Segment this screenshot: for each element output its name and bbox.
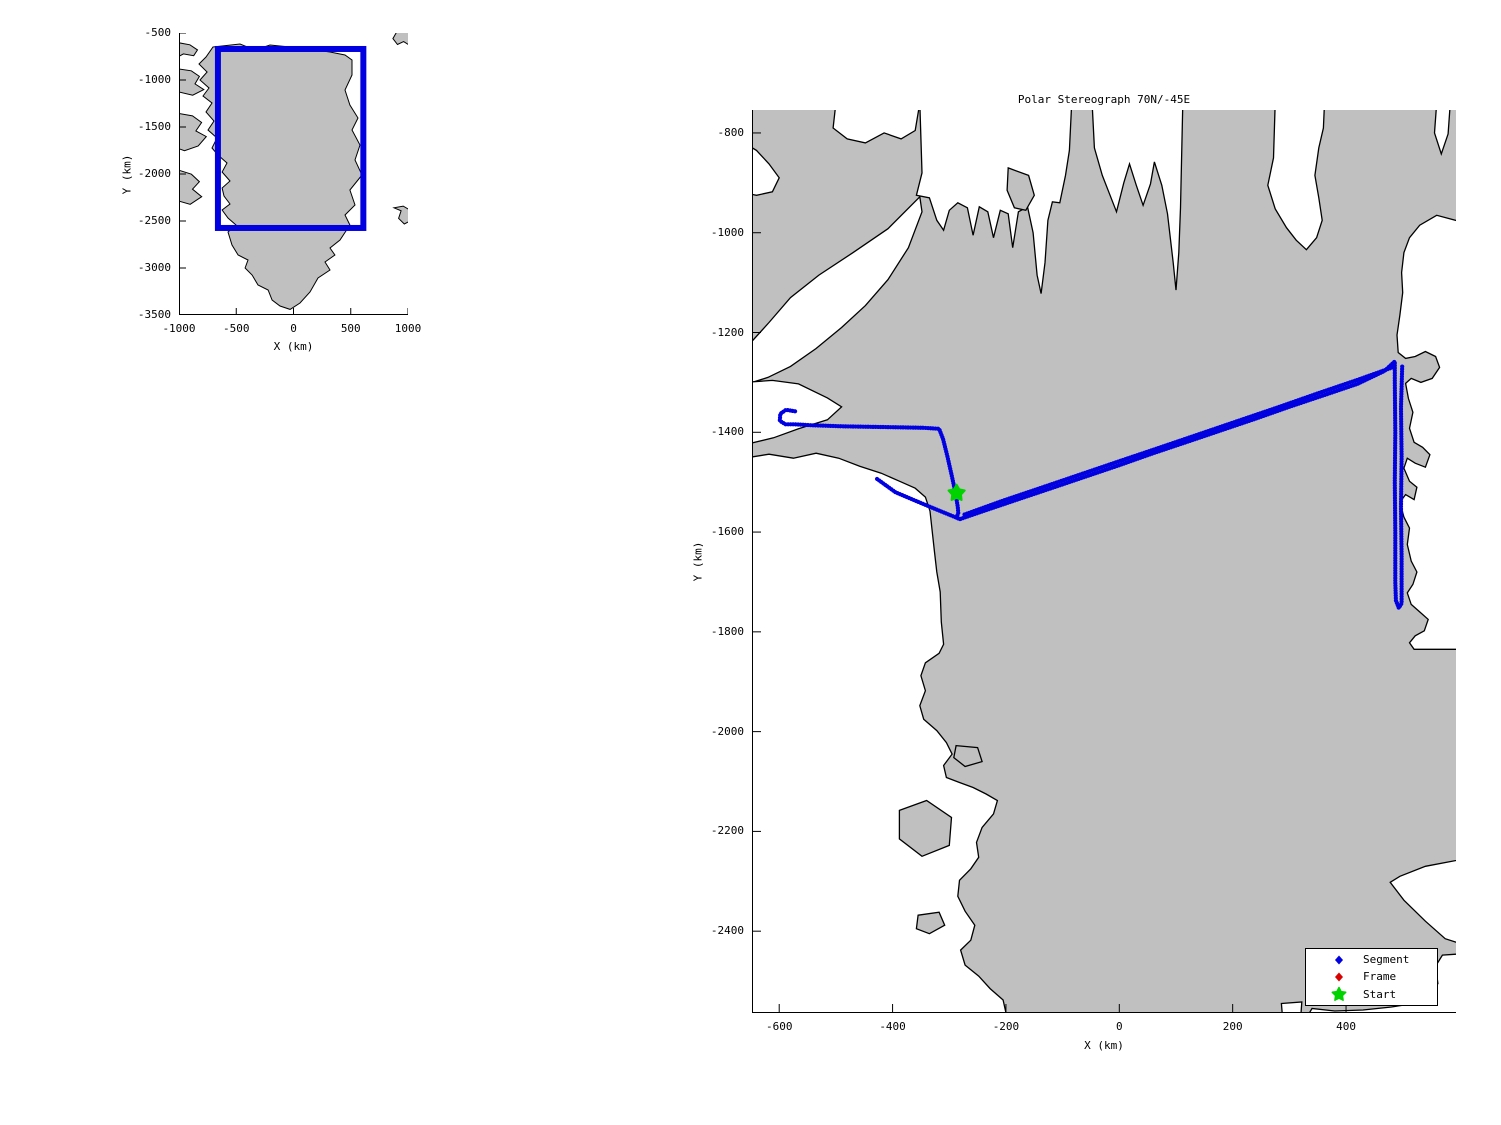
start-marker: [947, 483, 966, 501]
island: [898, 799, 953, 858]
landmass: [179, 169, 203, 205]
y-tick-label: -1000: [137, 73, 171, 86]
legend-label: Segment: [1363, 953, 1410, 967]
ocean-region: [915, 110, 1073, 294]
x-tick-label: 500: [340, 322, 361, 335]
overview-map-plot: -1000 -500 0 500 1000 -500 -1000 -1500 -2000 -250…: [121, 26, 422, 353]
ocean-region: [1389, 859, 1456, 943]
ocean-region: [752, 146, 780, 196]
start-marker-icon: [1331, 987, 1347, 1002]
legend-item: Segment: [1306, 951, 1437, 968]
x-tick-label: -500: [223, 322, 250, 335]
main-y-axis-label-text: Y (km): [691, 541, 705, 582]
y-tick-label: -2400: [710, 924, 744, 938]
frame-marker-icon: [1335, 972, 1343, 982]
island: [915, 911, 946, 935]
x-tick-label: 200: [1222, 1020, 1243, 1033]
landmass: [179, 42, 199, 57]
main-map-title: Polar Stereograph 70N/-45E: [1017, 93, 1191, 106]
landmass: [179, 112, 208, 152]
overview-y-axis-label: Y (km): [119, 33, 135, 315]
x-tick-label: -600: [765, 1020, 793, 1033]
x-tick-label: -1000: [162, 322, 196, 335]
y-tick-label: -2000: [137, 167, 171, 180]
overview-x-axis-label: X (km): [179, 340, 408, 353]
y-tick-label: -1000: [710, 225, 744, 239]
main-x-axis-label: X (km): [752, 1039, 1456, 1052]
x-tick-label: -200: [992, 1020, 1020, 1033]
ocean-region: [752, 195, 923, 384]
ocean-region: [1280, 1001, 1303, 1013]
y-tick-label: -800: [717, 125, 745, 139]
ocean-region: [1433, 110, 1451, 156]
island: [953, 744, 983, 768]
ocean-region: [832, 110, 920, 144]
landmass: [179, 68, 205, 96]
legend-label: Start: [1363, 987, 1397, 1001]
x-tick-label: 1000: [394, 322, 422, 335]
y-tick-label: -500: [144, 26, 172, 39]
ocean-region: [752, 452, 1007, 1013]
y-tick-label: -1200: [710, 325, 744, 339]
y-tick-label: -2000: [710, 724, 744, 738]
x-tick-label: 0: [290, 322, 297, 335]
legend-item: Frame: [1306, 968, 1437, 985]
ocean-region: [1267, 110, 1325, 251]
main-y-axis-label: Y (km): [690, 110, 706, 1013]
main-map-plot: Polar Stereograph 70N/-45E -600 -400 -200 0…: [692, 93, 1456, 1052]
legend: Segment Frame Start: [1305, 948, 1438, 1006]
legend-label: Frame: [1363, 970, 1397, 984]
ocean-region: [1091, 110, 1184, 291]
y-tick-label: -1400: [710, 425, 744, 439]
y-tick-label: -1600: [710, 525, 744, 539]
flight-track-segment: [960, 365, 1395, 518]
y-tick-label: -3000: [137, 261, 171, 274]
landmass: [392, 33, 408, 46]
ocean-region: [1396, 214, 1456, 650]
x-tick-label: -400: [879, 1020, 906, 1033]
main-map-svg: [752, 110, 1456, 1013]
main-x-axis-label-text: X (km): [1084, 1039, 1124, 1052]
overview-x-axis-label-text: X (km): [273, 340, 314, 353]
y-tick-label: -1500: [137, 120, 171, 133]
legend-item: Start: [1306, 986, 1437, 1003]
landmass: [392, 205, 408, 225]
y-tick-label: -2200: [710, 824, 744, 838]
overview-y-axis-label-text: Y (km): [120, 154, 134, 194]
landmass: [198, 43, 363, 310]
flight-track-segment: [777, 359, 1405, 610]
roi-rectangle: [214, 45, 367, 231]
y-tick-label: -1800: [710, 624, 744, 638]
overview-map-svg: [179, 33, 408, 315]
island: [1006, 166, 1035, 212]
y-tick-label: -3500: [137, 308, 171, 321]
x-tick-label: 400: [1336, 1020, 1356, 1033]
segment-marker-icon: [1335, 955, 1343, 965]
flight-track-segment: [874, 476, 963, 522]
x-tick-label: 0: [1115, 1020, 1123, 1033]
y-tick-label: -2500: [137, 214, 171, 227]
